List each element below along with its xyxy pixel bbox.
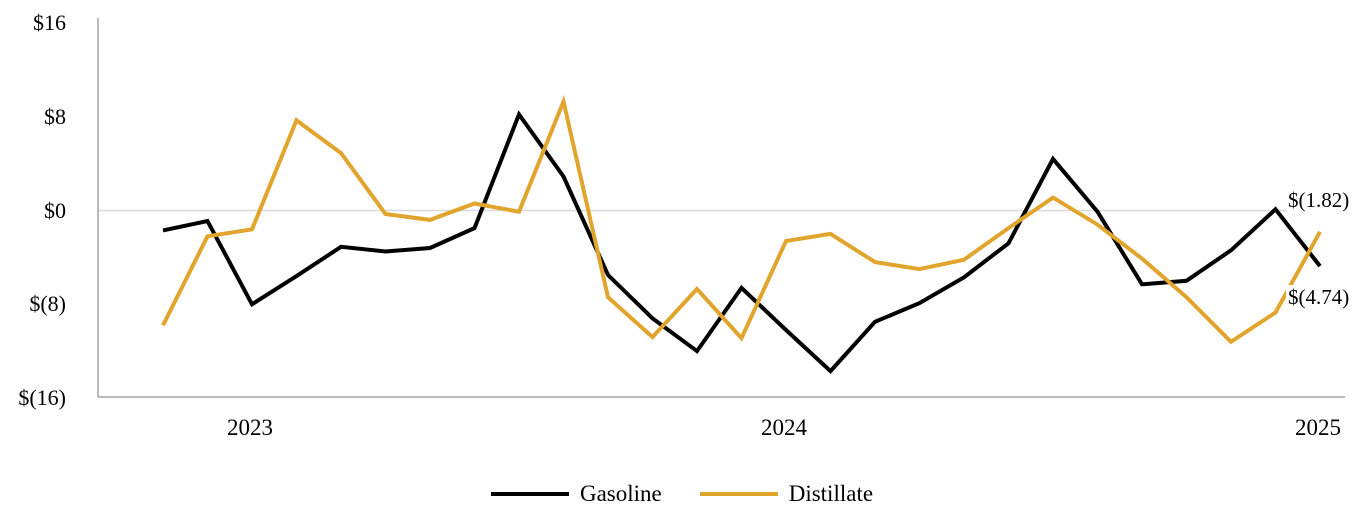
gasoline-legend-swatch: [490, 492, 569, 496]
y-tick-label: $0: [44, 197, 66, 223]
y-tick-label: $16: [33, 9, 66, 35]
legend-label: Distillate: [788, 481, 874, 506]
y-tick-label: $8: [44, 103, 66, 129]
distillate-line: [161, 94, 1322, 345]
x-tick-label: 2023: [227, 415, 273, 440]
legend: Gasoline Distillate: [0, 481, 1364, 507]
legend-item-gasoline: Gasoline: [490, 481, 662, 507]
distillate-legend-swatch: [699, 492, 778, 496]
x-tick-label: 2024: [761, 415, 807, 440]
legend-label: Gasoline: [579, 481, 662, 506]
gasoline-line: [162, 110, 1322, 374]
legend-item-distillate: Distillate: [699, 481, 874, 507]
y-tick-label: $(8): [29, 291, 66, 317]
x-tick-label: 2025: [1295, 415, 1341, 440]
distillate-end-value-label: $(1.82): [1286, 187, 1352, 212]
y-tick-label: $(16): [18, 385, 66, 411]
gasoline-end-value-label: $(4.74): [1286, 285, 1352, 310]
